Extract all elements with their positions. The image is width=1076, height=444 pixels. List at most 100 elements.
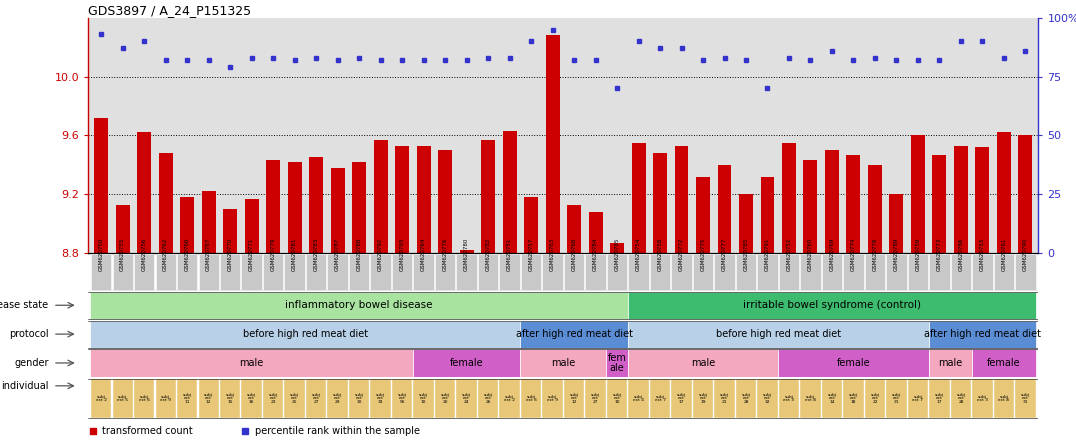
Bar: [244, 198, 258, 253]
Text: GSM620760: GSM620760: [808, 238, 813, 271]
Text: subj
ect
12: subj ect 12: [204, 393, 213, 404]
Bar: [847, 155, 861, 253]
Bar: [628, 379, 649, 418]
Text: subj
ect 7: subj ect 7: [912, 395, 923, 402]
Text: subj
ect
11: subj ect 11: [183, 393, 192, 404]
Text: GSM620779: GSM620779: [270, 238, 275, 271]
Bar: [309, 158, 323, 253]
Bar: [887, 379, 907, 418]
Bar: [632, 143, 646, 253]
Bar: [804, 160, 818, 253]
Text: GSM620793: GSM620793: [399, 238, 405, 271]
Text: GSM620755: GSM620755: [121, 238, 125, 271]
Bar: [567, 205, 581, 253]
Text: GSM620768: GSM620768: [571, 238, 577, 271]
Text: subj
ect 2: subj ect 2: [504, 395, 515, 402]
FancyBboxPatch shape: [241, 254, 261, 290]
Bar: [607, 379, 627, 418]
Bar: [327, 379, 348, 418]
Text: subj
ect
20: subj ect 20: [440, 393, 450, 404]
Text: before high red meat diet: before high red meat diet: [243, 329, 368, 339]
Text: inflammatory bowel disease: inflammatory bowel disease: [285, 300, 433, 310]
Bar: [929, 321, 1036, 348]
Bar: [930, 379, 949, 418]
Bar: [736, 379, 756, 418]
FancyBboxPatch shape: [499, 254, 520, 290]
Text: female: female: [837, 358, 870, 368]
Bar: [778, 349, 929, 377]
Text: GSM620766: GSM620766: [185, 238, 189, 271]
Bar: [890, 194, 904, 253]
Bar: [90, 321, 521, 348]
Text: subj
ect
28: subj ect 28: [957, 393, 965, 404]
Bar: [456, 379, 477, 418]
FancyBboxPatch shape: [887, 254, 907, 290]
Bar: [972, 349, 1036, 377]
Bar: [653, 153, 667, 253]
Bar: [696, 177, 710, 253]
FancyBboxPatch shape: [263, 254, 283, 290]
Bar: [758, 379, 778, 418]
Bar: [761, 177, 775, 253]
Bar: [908, 379, 929, 418]
Text: subj
ect 3: subj ect 3: [783, 395, 794, 402]
Bar: [459, 250, 473, 253]
Text: GSM620786: GSM620786: [959, 238, 963, 271]
Bar: [156, 379, 175, 418]
FancyBboxPatch shape: [542, 254, 563, 290]
Bar: [610, 243, 624, 253]
FancyBboxPatch shape: [392, 254, 412, 290]
FancyBboxPatch shape: [758, 254, 778, 290]
FancyBboxPatch shape: [113, 254, 132, 290]
Text: subj
ect 9: subj ect 9: [547, 395, 558, 402]
Bar: [413, 379, 434, 418]
Text: GSM620788: GSM620788: [356, 238, 362, 271]
Bar: [90, 349, 413, 377]
Text: subj
ect 7: subj ect 7: [654, 395, 666, 402]
Text: irritable bowel syndrome (control): irritable bowel syndrome (control): [744, 300, 921, 310]
Text: subj
ect
27: subj ect 27: [591, 393, 600, 404]
Bar: [438, 150, 452, 253]
Text: GSM620759: GSM620759: [916, 238, 920, 271]
Bar: [546, 36, 560, 253]
Text: subj
ect
27: subj ect 27: [312, 393, 321, 404]
Text: protocol: protocol: [9, 329, 48, 339]
Bar: [650, 379, 670, 418]
Text: subj
ect
28: subj ect 28: [741, 393, 750, 404]
Text: male: male: [691, 358, 716, 368]
Text: GSM620787: GSM620787: [335, 238, 340, 271]
FancyBboxPatch shape: [435, 254, 455, 290]
Text: GSM620776: GSM620776: [442, 238, 448, 271]
Bar: [370, 379, 391, 418]
FancyBboxPatch shape: [134, 254, 154, 290]
Text: subj
ect
16: subj ect 16: [247, 393, 256, 404]
Text: GDS3897 / A_24_P151325: GDS3897 / A_24_P151325: [88, 4, 252, 16]
Bar: [524, 197, 538, 253]
Text: female: female: [450, 358, 483, 368]
Bar: [589, 212, 603, 253]
Bar: [627, 292, 1036, 319]
Text: subj
ect
10: subj ect 10: [612, 393, 622, 404]
Bar: [392, 379, 412, 418]
FancyBboxPatch shape: [951, 254, 971, 290]
Text: subj
ect
21: subj ect 21: [720, 393, 730, 404]
Bar: [865, 379, 886, 418]
Bar: [929, 349, 972, 377]
Text: subj
ect
31: subj ect 31: [1021, 393, 1030, 404]
Text: GSM620790: GSM620790: [1023, 238, 1028, 271]
FancyBboxPatch shape: [671, 254, 692, 290]
FancyBboxPatch shape: [607, 254, 627, 290]
Text: subj
ect 2: subj ect 2: [96, 395, 107, 402]
FancyBboxPatch shape: [456, 254, 477, 290]
FancyBboxPatch shape: [779, 254, 799, 290]
Bar: [223, 209, 237, 253]
Bar: [352, 162, 366, 253]
Bar: [779, 379, 799, 418]
Text: GSM620778: GSM620778: [873, 238, 877, 271]
Text: GSM620783: GSM620783: [313, 238, 318, 271]
Text: GSM620756: GSM620756: [142, 238, 146, 271]
FancyBboxPatch shape: [413, 254, 434, 290]
Text: subj
ect
30: subj ect 30: [355, 393, 364, 404]
Bar: [951, 379, 971, 418]
Bar: [693, 379, 713, 418]
